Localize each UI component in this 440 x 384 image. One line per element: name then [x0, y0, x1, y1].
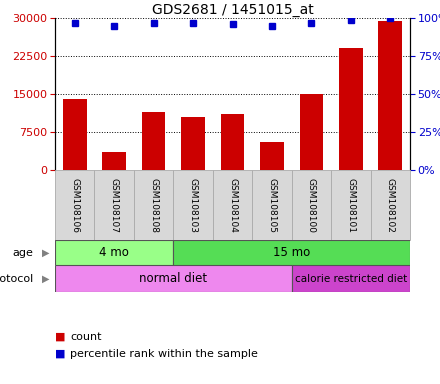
- Text: GSM108108: GSM108108: [149, 177, 158, 232]
- Bar: [142, 112, 165, 170]
- Text: percentile rank within the sample: percentile rank within the sample: [70, 349, 258, 359]
- Bar: [300, 94, 323, 170]
- Bar: [134, 170, 173, 240]
- Bar: [252, 170, 292, 240]
- Bar: [103, 152, 126, 170]
- Bar: [55, 240, 173, 265]
- Text: GSM108107: GSM108107: [110, 177, 119, 232]
- Text: protocol: protocol: [0, 273, 34, 283]
- Text: GSM108101: GSM108101: [346, 177, 356, 232]
- Bar: [55, 170, 95, 240]
- Bar: [292, 265, 410, 292]
- Bar: [181, 117, 205, 170]
- Bar: [173, 170, 213, 240]
- Text: ▶: ▶: [42, 273, 50, 283]
- Bar: [95, 170, 134, 240]
- Text: age: age: [13, 248, 34, 258]
- Bar: [63, 99, 87, 170]
- Bar: [55, 265, 292, 292]
- Text: GSM108105: GSM108105: [268, 177, 276, 232]
- Bar: [292, 170, 331, 240]
- Text: GSM108102: GSM108102: [386, 177, 395, 232]
- Text: count: count: [70, 332, 102, 342]
- Text: 4 mo: 4 mo: [99, 246, 129, 259]
- Text: calorie restricted diet: calorie restricted diet: [295, 273, 407, 283]
- Title: GDS2681 / 1451015_at: GDS2681 / 1451015_at: [152, 3, 313, 17]
- Text: ■: ■: [55, 332, 66, 342]
- Text: GSM108106: GSM108106: [70, 177, 79, 232]
- Bar: [378, 20, 402, 170]
- Bar: [221, 114, 244, 170]
- Text: ■: ■: [55, 349, 66, 359]
- Bar: [370, 170, 410, 240]
- Bar: [260, 142, 284, 170]
- Text: 15 mo: 15 mo: [273, 246, 310, 259]
- Bar: [339, 48, 363, 170]
- Text: GSM108100: GSM108100: [307, 177, 316, 232]
- Bar: [213, 170, 252, 240]
- Text: GSM108104: GSM108104: [228, 177, 237, 232]
- Text: normal diet: normal diet: [139, 272, 207, 285]
- Bar: [331, 170, 370, 240]
- Bar: [173, 240, 410, 265]
- Text: ▶: ▶: [42, 248, 50, 258]
- Text: GSM108103: GSM108103: [189, 177, 198, 232]
